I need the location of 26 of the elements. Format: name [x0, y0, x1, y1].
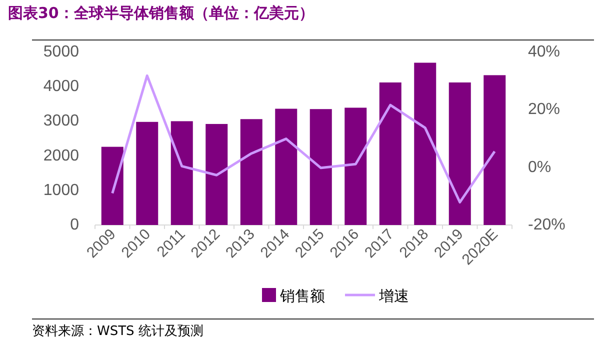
y-tick-label: 0 [70, 216, 80, 234]
bar [448, 82, 471, 225]
text: 资料来源：WSTS 统计及预测 [32, 324, 204, 339]
y-tick-label: 1000 [43, 182, 80, 199]
y2-tick-label: -20% [528, 216, 566, 234]
chart-title: 图表30：全球半导体销售额（单位：亿美元） [8, 4, 314, 22]
bar [206, 124, 228, 225]
y2-tick-label: 0% [528, 158, 552, 176]
bar [414, 62, 436, 225]
y-tick-label: 5000 [43, 44, 80, 60]
y2-tick-label: 40% [528, 44, 560, 60]
bar [484, 75, 506, 225]
legend-label: 销售额 [279, 287, 325, 305]
legend-label: 增速 [378, 287, 409, 305]
bar [379, 82, 402, 225]
bar [344, 108, 367, 225]
bar [101, 146, 124, 225]
y-tick-label: 4000 [43, 78, 80, 96]
y-tick-label: 2000 [43, 147, 80, 164]
bar [275, 108, 298, 225]
bar [310, 109, 332, 225]
bar [136, 122, 158, 225]
bar [240, 119, 262, 225]
y-tick-label: 3000 [43, 112, 80, 130]
y2-tick-label: 20% [528, 101, 560, 118]
bar [170, 121, 193, 225]
